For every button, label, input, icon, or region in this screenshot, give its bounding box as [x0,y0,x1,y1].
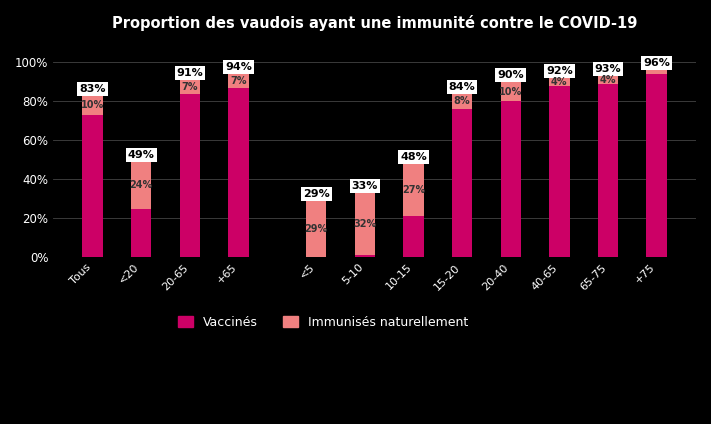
Text: 48%: 48% [400,152,427,162]
Bar [646,74,667,257]
Text: 7%: 7% [181,82,198,92]
Bar [82,95,103,115]
Text: 94%: 94% [225,62,252,72]
Bar [452,94,472,109]
Text: 10%: 10% [81,100,105,110]
Bar [646,70,667,74]
Bar [501,101,521,257]
Bar [501,82,521,101]
Text: 7%: 7% [230,76,247,86]
Text: 29%: 29% [303,189,330,199]
Bar [180,94,200,257]
Bar [549,78,570,86]
Text: 84%: 84% [449,82,476,92]
Text: 96%: 96% [643,59,670,68]
Text: 8%: 8% [454,96,471,106]
Bar [82,115,103,257]
Text: 92%: 92% [546,66,573,76]
Text: 27%: 27% [402,185,425,195]
Bar [403,164,424,216]
Bar [403,216,424,257]
Title: Proportion des vaudois ayant une immunité contre le COVID-19: Proportion des vaudois ayant une immunit… [112,15,637,31]
Text: 33%: 33% [352,181,378,191]
Bar [452,109,472,257]
Text: 24%: 24% [129,180,153,190]
Text: 29%: 29% [304,224,328,234]
Bar [549,86,570,257]
Bar [131,162,151,209]
Text: 93%: 93% [594,64,621,74]
Text: 90%: 90% [498,70,524,80]
Text: 10%: 10% [499,86,523,97]
Bar [228,88,249,257]
Text: 32%: 32% [353,219,377,229]
Bar [180,80,200,94]
Bar [355,255,375,257]
Bar [355,193,375,255]
Text: 83%: 83% [80,84,106,94]
Text: 49%: 49% [128,150,155,160]
Text: 4%: 4% [551,77,567,87]
Bar [131,209,151,257]
Bar [598,84,618,257]
Bar [598,76,618,84]
Text: 91%: 91% [176,68,203,78]
Text: 4%: 4% [599,75,616,85]
Legend: Vaccinés, Immunisés naturellement: Vaccinés, Immunisés naturellement [173,311,474,334]
Bar [228,74,249,88]
Bar [306,201,326,257]
